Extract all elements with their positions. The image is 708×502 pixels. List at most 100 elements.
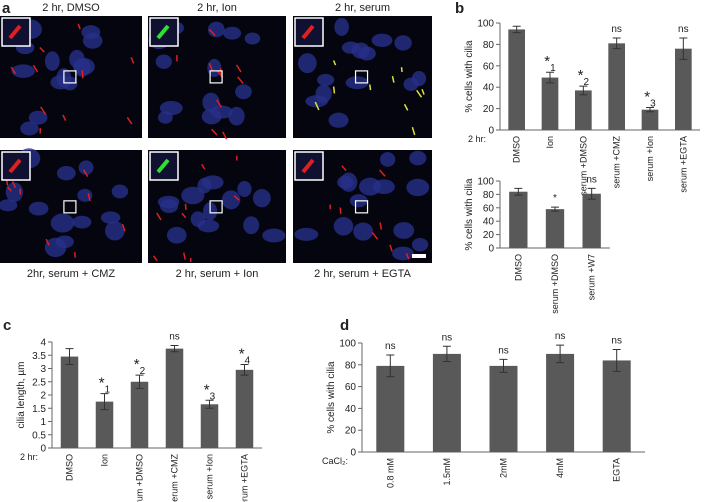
cilium xyxy=(77,23,81,30)
inset-cilium xyxy=(8,158,22,174)
error-bar xyxy=(587,187,596,200)
nucleus xyxy=(409,150,427,166)
nucleus xyxy=(157,111,173,124)
significance-label: *3 xyxy=(644,89,656,110)
bar xyxy=(641,109,659,130)
nucleus xyxy=(72,215,92,229)
nucleus xyxy=(50,213,75,233)
significance-mark: * xyxy=(99,375,105,392)
roi-box xyxy=(354,200,369,214)
y-tick-label: 20 xyxy=(483,104,495,115)
bar xyxy=(546,353,575,452)
error-bar xyxy=(512,25,521,34)
row-label: CaCl₂: xyxy=(322,456,348,466)
row-label: 2 hr: xyxy=(468,134,486,144)
y-tick-label: 4 xyxy=(40,338,46,349)
cilium xyxy=(369,84,372,91)
significance-mark: ns xyxy=(385,341,396,352)
nucleus xyxy=(82,32,103,49)
cilium xyxy=(403,103,409,111)
bar xyxy=(545,209,565,248)
cilium xyxy=(130,57,135,64)
significance-label: ns xyxy=(385,341,396,352)
roi-box xyxy=(209,200,223,214)
significance-index: 4 xyxy=(245,356,251,367)
nucleus xyxy=(73,57,95,76)
x-tick-label: serum +W7 xyxy=(587,254,597,300)
nucleus xyxy=(11,64,35,78)
nucleus xyxy=(298,53,317,74)
roi-box xyxy=(63,200,77,214)
error-bar xyxy=(442,345,451,363)
x-tick-label: serum +EGTA xyxy=(240,454,250,502)
x-tick-label: serum +DMSO xyxy=(550,254,560,314)
nucleus xyxy=(337,175,354,189)
x-tick-label: Ion xyxy=(545,136,555,149)
nucleus xyxy=(5,182,24,203)
bar xyxy=(489,365,518,452)
significance-label: ns xyxy=(678,24,689,35)
cilium xyxy=(379,222,383,230)
inset-cilium xyxy=(8,24,22,40)
error-bar xyxy=(499,358,508,373)
y-axis-label: cilia length, µm xyxy=(16,362,27,429)
cilium xyxy=(10,66,17,75)
significance-mark: ns xyxy=(555,331,566,342)
cilium xyxy=(181,212,187,219)
bar xyxy=(130,381,149,448)
cilium xyxy=(233,195,240,201)
cilium xyxy=(73,252,76,258)
x-tick-label: 4mM xyxy=(555,458,565,478)
nucleus xyxy=(44,51,60,71)
cilium xyxy=(416,89,423,98)
cilium xyxy=(237,76,244,85)
significance-mark: * xyxy=(544,53,550,70)
error-bar xyxy=(386,354,395,378)
nucleus xyxy=(56,165,76,181)
significance-mark: * xyxy=(578,67,584,84)
cilium xyxy=(421,88,425,95)
y-tick-label: 60 xyxy=(483,203,495,214)
y-tick-label: 0 xyxy=(488,244,494,255)
nucleus xyxy=(341,41,360,54)
nucleus xyxy=(235,84,252,100)
x-tick-label: 0.8 mM xyxy=(385,458,395,488)
significance-label: ns xyxy=(169,331,180,342)
y-tick-label: 40 xyxy=(483,83,495,94)
cilium xyxy=(6,186,12,192)
significance-index: 3 xyxy=(650,99,656,110)
cilium xyxy=(87,193,91,202)
significance-mark: * xyxy=(644,89,650,106)
y-tick-label: 3 xyxy=(40,364,46,375)
panel-label: b xyxy=(455,0,464,17)
significance-label: *2 xyxy=(134,356,146,377)
x-tick-label: DMSO xyxy=(65,454,75,481)
image-caption: 2 hr, serum xyxy=(335,2,390,14)
y-tick-label: 60 xyxy=(483,61,495,72)
cilium xyxy=(405,252,410,260)
significance-label: ns xyxy=(555,331,566,342)
error-bar xyxy=(556,344,565,364)
inset-cilium xyxy=(156,24,170,40)
error-bar xyxy=(546,71,554,84)
y-tick-label: 0 xyxy=(350,448,356,459)
significance-label: *1 xyxy=(544,53,556,74)
y-tick-label: 2 xyxy=(40,391,46,402)
cilium xyxy=(379,169,386,177)
y-tick-label: 0.5 xyxy=(32,430,46,441)
error-bar xyxy=(612,349,621,372)
nucleus xyxy=(403,77,419,91)
nucleus xyxy=(358,46,376,61)
significance-mark: ns xyxy=(678,24,689,35)
cilium xyxy=(184,203,187,210)
bar xyxy=(602,360,631,452)
bar xyxy=(582,193,601,248)
image-caption: 2 hr, Ion xyxy=(197,2,237,14)
nucleus xyxy=(353,222,374,241)
nucleus xyxy=(252,189,271,208)
cilium xyxy=(332,60,337,66)
cilium xyxy=(371,231,379,240)
bar xyxy=(675,48,692,130)
error-bar xyxy=(170,344,179,353)
x-tick-label: 2mM xyxy=(499,458,509,478)
